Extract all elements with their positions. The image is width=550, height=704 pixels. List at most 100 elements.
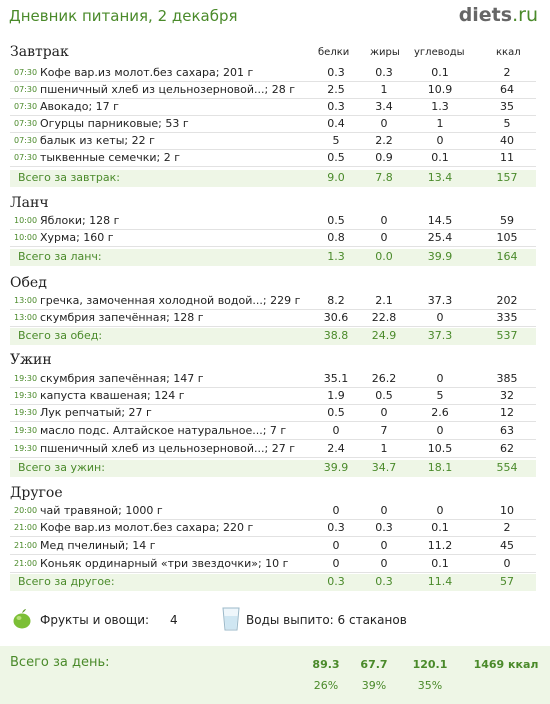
meal-time: 07:30 (14, 136, 38, 145)
page-title: Дневник питания, 2 декабря (9, 7, 238, 25)
food-name[interactable]: балык из кеты; 22 г (40, 134, 155, 147)
total-kcal: 57 (500, 575, 514, 588)
total-kcal: 554 (496, 461, 518, 474)
total-carbs: 11.4 (427, 575, 453, 588)
meal-time: 19:30 (14, 426, 38, 435)
total-protein: 9.0 (327, 171, 345, 184)
food-name[interactable]: Кофе вар.из молот.без сахара; 201 г (40, 66, 254, 79)
water-label: Воды выпито: 6 стаканов (246, 613, 407, 627)
fat-value: 0 (380, 117, 388, 130)
kcal-value: 11 (500, 151, 514, 164)
food-row[interactable]: 19:30 скумбрия запечённая; 147 г 35.1 26.2 0… (10, 371, 536, 388)
food-name[interactable]: капуста квашеная; 124 г (40, 389, 185, 402)
food-row[interactable]: 19:30 капуста квашеная; 124 г 1.9 0.5 5 32 (10, 388, 536, 405)
food-name[interactable]: Лук репчатый; 27 г (40, 406, 152, 419)
protein-value: 5 (332, 134, 340, 147)
carbs-value: 37.3 (427, 294, 453, 307)
protein-value: 0.5 (327, 406, 345, 419)
food-row[interactable]: 07:30 тыквенные семечки; 2 г 0.5 0.9 0.1 11 (10, 150, 536, 167)
site-logo[interactable]: diets.ru (459, 4, 538, 26)
food-row[interactable]: 07:30 балык из кеты; 22 г 5 2.2 0 40 (10, 133, 536, 150)
food-row[interactable]: 21:00 Коньяк ординарный «три звездочки»; … (10, 556, 536, 573)
fat-value: 0.3 (375, 66, 393, 79)
food-name[interactable]: Авокадо; 17 г (40, 100, 119, 113)
fat-value: 0 (380, 557, 388, 570)
food-name[interactable]: Яблоки; 128 г (40, 214, 120, 227)
meal-time: 07:30 (14, 85, 38, 94)
food-row[interactable]: 13:00 скумбрия запечённая; 128 г 30.6 22.8 0… (10, 310, 536, 327)
food-name[interactable]: тыквенные семечки; 2 г (40, 151, 180, 164)
carbs-value: 0 (436, 424, 444, 437)
meal-total-dinner: Всего за обед: 38.8 24.9 37.3 537 (10, 328, 536, 345)
food-row[interactable]: 19:30 пшеничный хлеб из цельнозерновой...… (10, 441, 536, 458)
food-row[interactable]: 10:00 Яблоки; 128 г 0.5 0 14.5 59 (10, 213, 536, 230)
meal-time: 07:30 (14, 68, 38, 77)
total-protein: 39.9 (323, 461, 349, 474)
total-protein: 38.8 (323, 329, 349, 342)
fat-value: 0 (380, 539, 388, 552)
food-row[interactable]: 07:30 Огурцы парниковые; 53 г 0.4 0 1 5 (10, 116, 536, 133)
food-row[interactable]: 21:00 Кофе вар.из молот.без сахара; 220 г… (10, 520, 536, 537)
food-name[interactable]: Кофе вар.из молот.без сахара; 220 г (40, 521, 254, 534)
kcal-value: 62 (500, 442, 514, 455)
food-row[interactable]: 13:00 гречка, замоченная холодной водой..… (10, 293, 536, 310)
day-fat-percent: 39% (361, 679, 387, 692)
section-title-supper: Ужин (10, 352, 52, 368)
total-fat: 7.8 (375, 171, 393, 184)
food-name[interactable]: пшеничный хлеб из цельнозерновой...; 28 … (40, 83, 296, 96)
carbs-value: 0 (436, 504, 444, 517)
kcal-value: 2 (503, 66, 511, 79)
day-carbs: 120.1 (412, 658, 448, 671)
kcal-value: 35 (500, 100, 514, 113)
fat-value: 22.8 (371, 311, 397, 324)
total-protein: 0.3 (327, 575, 345, 588)
meal-time: 07:30 (14, 119, 38, 128)
water-glass-icon (222, 607, 240, 631)
food-name[interactable]: Огурцы парниковые; 53 г (40, 117, 189, 130)
kcal-value: 385 (496, 372, 518, 385)
kcal-value: 63 (500, 424, 514, 437)
fat-value: 0.5 (375, 389, 393, 402)
food-name[interactable]: Мед пчелиный; 14 г (40, 539, 156, 552)
kcal-value: 40 (500, 134, 514, 147)
food-row[interactable]: 21:00 Мед пчелиный; 14 г 0 0 11.2 45 (10, 538, 536, 555)
protein-value: 0.4 (327, 117, 345, 130)
protein-value: 2.4 (327, 442, 345, 455)
food-row[interactable]: 20:00 чай травяной; 1000 г 0 0 0 10 (10, 503, 536, 520)
kcal-value: 64 (500, 83, 514, 96)
carbs-value: 2.6 (431, 406, 449, 419)
protein-value: 0 (332, 557, 340, 570)
meal-time: 19:30 (14, 444, 38, 453)
meal-time: 19:30 (14, 391, 38, 400)
carbs-value: 10.9 (427, 83, 453, 96)
fat-value: 0.3 (375, 521, 393, 534)
food-name[interactable]: масло подс. Алтайское натуральное...; 7 … (40, 424, 287, 437)
food-name[interactable]: пшеничный хлеб из цельнозерновой...; 27 … (40, 442, 296, 455)
section-title-breakfast: Завтрак (10, 44, 69, 60)
food-row[interactable]: 07:30 пшеничный хлеб из цельнозерновой...… (10, 82, 536, 99)
food-row[interactable]: 19:30 масло подс. Алтайское натуральное..… (10, 423, 536, 440)
food-row[interactable]: 07:30 Авокадо; 17 г 0.3 3.4 1.3 35 (10, 99, 536, 116)
carbs-value: 5 (436, 389, 444, 402)
food-row[interactable]: 10:00 Хурма; 160 г 0.8 0 25.4 105 (10, 230, 536, 247)
food-row[interactable]: 19:30 Лук репчатый; 27 г 0.5 0 2.6 12 (10, 405, 536, 422)
fat-value: 7 (380, 424, 388, 437)
food-name[interactable]: скумбрия запечённая; 147 г (40, 372, 204, 385)
day-protein-percent: 26% (313, 679, 339, 692)
fruits-value: 4 (170, 613, 178, 627)
column-header-carbs: углеводы (414, 47, 465, 58)
food-name[interactable]: Коньяк ординарный «три звездочки»; 10 г (40, 557, 289, 570)
food-name[interactable]: Хурма; 160 г (40, 231, 114, 244)
food-name[interactable]: скумбрия запечённая; 128 г (40, 311, 204, 324)
day-total: Всего за день: 89.3 67.7 120.1 1469 ккал… (0, 646, 550, 704)
day-fat: 67.7 (360, 658, 388, 671)
food-name[interactable]: гречка, замоченная холодной водой...; 22… (40, 294, 301, 307)
carbs-value: 0.1 (431, 66, 449, 79)
kcal-value: 202 (496, 294, 518, 307)
section-title-other: Другое (10, 485, 63, 501)
total-kcal: 164 (496, 250, 518, 263)
food-row[interactable]: 07:30 Кофе вар.из молот.без сахара; 201 г… (10, 65, 536, 82)
meal-time: 21:00 (14, 559, 38, 568)
food-name[interactable]: чай травяной; 1000 г (40, 504, 163, 517)
total-fat: 0.0 (375, 250, 393, 263)
